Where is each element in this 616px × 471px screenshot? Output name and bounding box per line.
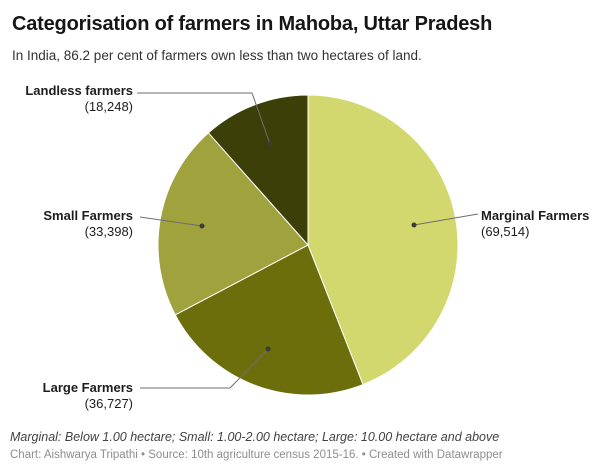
chart-byline: Chart: Aishwarya Tripathi • Source: 10th… <box>10 449 503 461</box>
callout-dot-large-farmers <box>265 346 271 352</box>
chart-title: Categorisation of farmers in Mahoba, Utt… <box>12 13 493 35</box>
callout-line-small-farmers <box>139 216 203 227</box>
chart-notes: Marginal: Below 1.00 hectare; Small: 1.0… <box>10 430 500 444</box>
slice-value: (69,514) <box>481 223 530 239</box>
pie-plot-area: Marginal Farmers (69,514) Large Farmers … <box>0 78 616 420</box>
slice-value: (36,727) <box>84 395 133 411</box>
slice-label: Marginal Farmers <box>481 208 590 223</box>
pie-slice-landless-farmers[interactable] <box>207 94 309 246</box>
chart-subtitle: In India, 86.2 per cent of farmers own l… <box>12 48 422 63</box>
callout-dot-landless-farmers <box>267 141 273 147</box>
slice-callout-landless-farmers: Landless farmers (18,248) <box>25 83 133 114</box>
slice-callout-large-farmers: Large Farmers (36,727) <box>43 380 133 411</box>
slice-label: Large Farmers <box>42 380 133 395</box>
slice-callout-marginal-farmers: Marginal Farmers (69,514) <box>481 208 589 239</box>
slice-callout-small-farmers: Small Farmers (33,398) <box>43 208 133 239</box>
slice-value: (18,248) <box>84 98 133 114</box>
callout-line-landless-farmers <box>137 92 271 145</box>
pie-slice-marginal-farmers[interactable] <box>307 94 459 386</box>
slice-label: Small Farmers <box>43 208 133 223</box>
callout-dot-marginal-farmers <box>411 222 417 228</box>
pie-slice-small-farmers[interactable] <box>157 132 309 316</box>
slice-label: Landless farmers <box>25 83 133 98</box>
callout-line-large-farmers <box>140 348 269 389</box>
pie-slice-large-farmers[interactable] <box>174 244 364 396</box>
pie-chart <box>137 92 479 396</box>
slice-value: (33,398) <box>84 223 133 239</box>
callout-dot-small-farmers <box>199 223 205 229</box>
callout-line-marginal-farmers <box>413 213 479 226</box>
